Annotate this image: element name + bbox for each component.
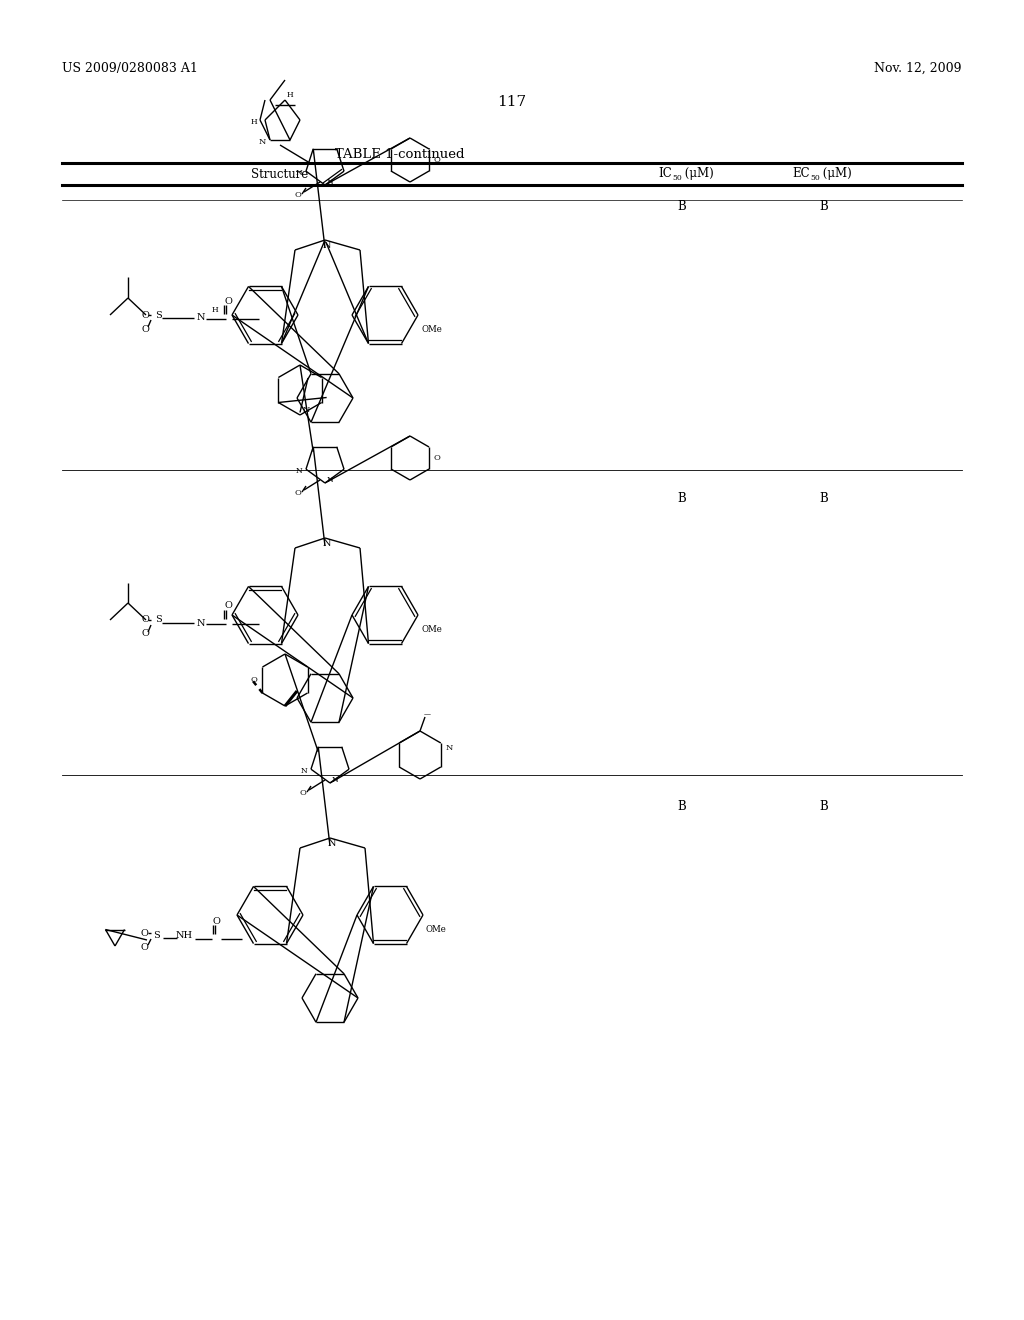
- Text: O: O: [140, 944, 147, 953]
- Text: N: N: [300, 767, 307, 775]
- Text: N: N: [332, 776, 339, 784]
- Text: N: N: [197, 619, 205, 627]
- Text: H: H: [287, 91, 294, 99]
- Text: OMe: OMe: [421, 325, 442, 334]
- Text: O: O: [141, 630, 148, 639]
- Text: B: B: [819, 492, 828, 506]
- Text: S: S: [155, 615, 162, 624]
- Text: EC: EC: [793, 168, 810, 180]
- Text: O: O: [434, 156, 441, 164]
- Text: O: O: [224, 602, 232, 610]
- Text: Structure: Structure: [251, 168, 308, 181]
- Text: O: O: [295, 191, 301, 199]
- Text: B: B: [819, 201, 828, 213]
- Text: 50: 50: [811, 173, 820, 181]
- Text: N: N: [328, 838, 336, 847]
- Text: N: N: [327, 477, 334, 484]
- Text: O: O: [141, 325, 148, 334]
- Text: H: H: [212, 306, 218, 314]
- Text: N: N: [295, 467, 302, 475]
- Text: S: S: [154, 931, 161, 940]
- Text: O: O: [141, 615, 148, 624]
- Text: US 2009/0280083 A1: US 2009/0280083 A1: [62, 62, 198, 75]
- Text: H: H: [251, 117, 257, 125]
- Text: S: S: [155, 310, 162, 319]
- Text: (μM): (μM): [819, 168, 852, 180]
- Text: IC: IC: [658, 168, 672, 180]
- Text: O: O: [300, 789, 306, 797]
- Text: OMe: OMe: [421, 624, 442, 634]
- Text: 117: 117: [498, 95, 526, 110]
- Text: B: B: [678, 201, 686, 213]
- Text: 50: 50: [673, 173, 682, 181]
- Text: N: N: [323, 240, 331, 249]
- Text: O: O: [224, 297, 232, 305]
- Text: NH: NH: [175, 931, 193, 940]
- Text: N: N: [259, 139, 266, 147]
- Text: B: B: [819, 800, 828, 813]
- Text: O: O: [212, 916, 220, 925]
- Text: N: N: [323, 539, 331, 548]
- Text: N: N: [446, 743, 454, 752]
- Text: (μM): (μM): [681, 168, 714, 180]
- Text: N: N: [327, 178, 334, 186]
- Text: Nov. 12, 2009: Nov. 12, 2009: [874, 62, 962, 75]
- Text: N: N: [197, 314, 205, 322]
- Text: O: O: [295, 488, 301, 498]
- Text: B: B: [678, 492, 686, 506]
- Text: O: O: [434, 454, 441, 462]
- Text: N: N: [295, 169, 302, 177]
- Text: —: —: [424, 710, 430, 718]
- Text: O: O: [141, 310, 148, 319]
- Text: O: O: [140, 929, 147, 939]
- Text: OMe: OMe: [426, 924, 446, 933]
- Text: O: O: [250, 676, 257, 684]
- Text: TABLE 1-continued: TABLE 1-continued: [335, 148, 465, 161]
- Text: N: N: [303, 407, 310, 414]
- Text: B: B: [678, 800, 686, 813]
